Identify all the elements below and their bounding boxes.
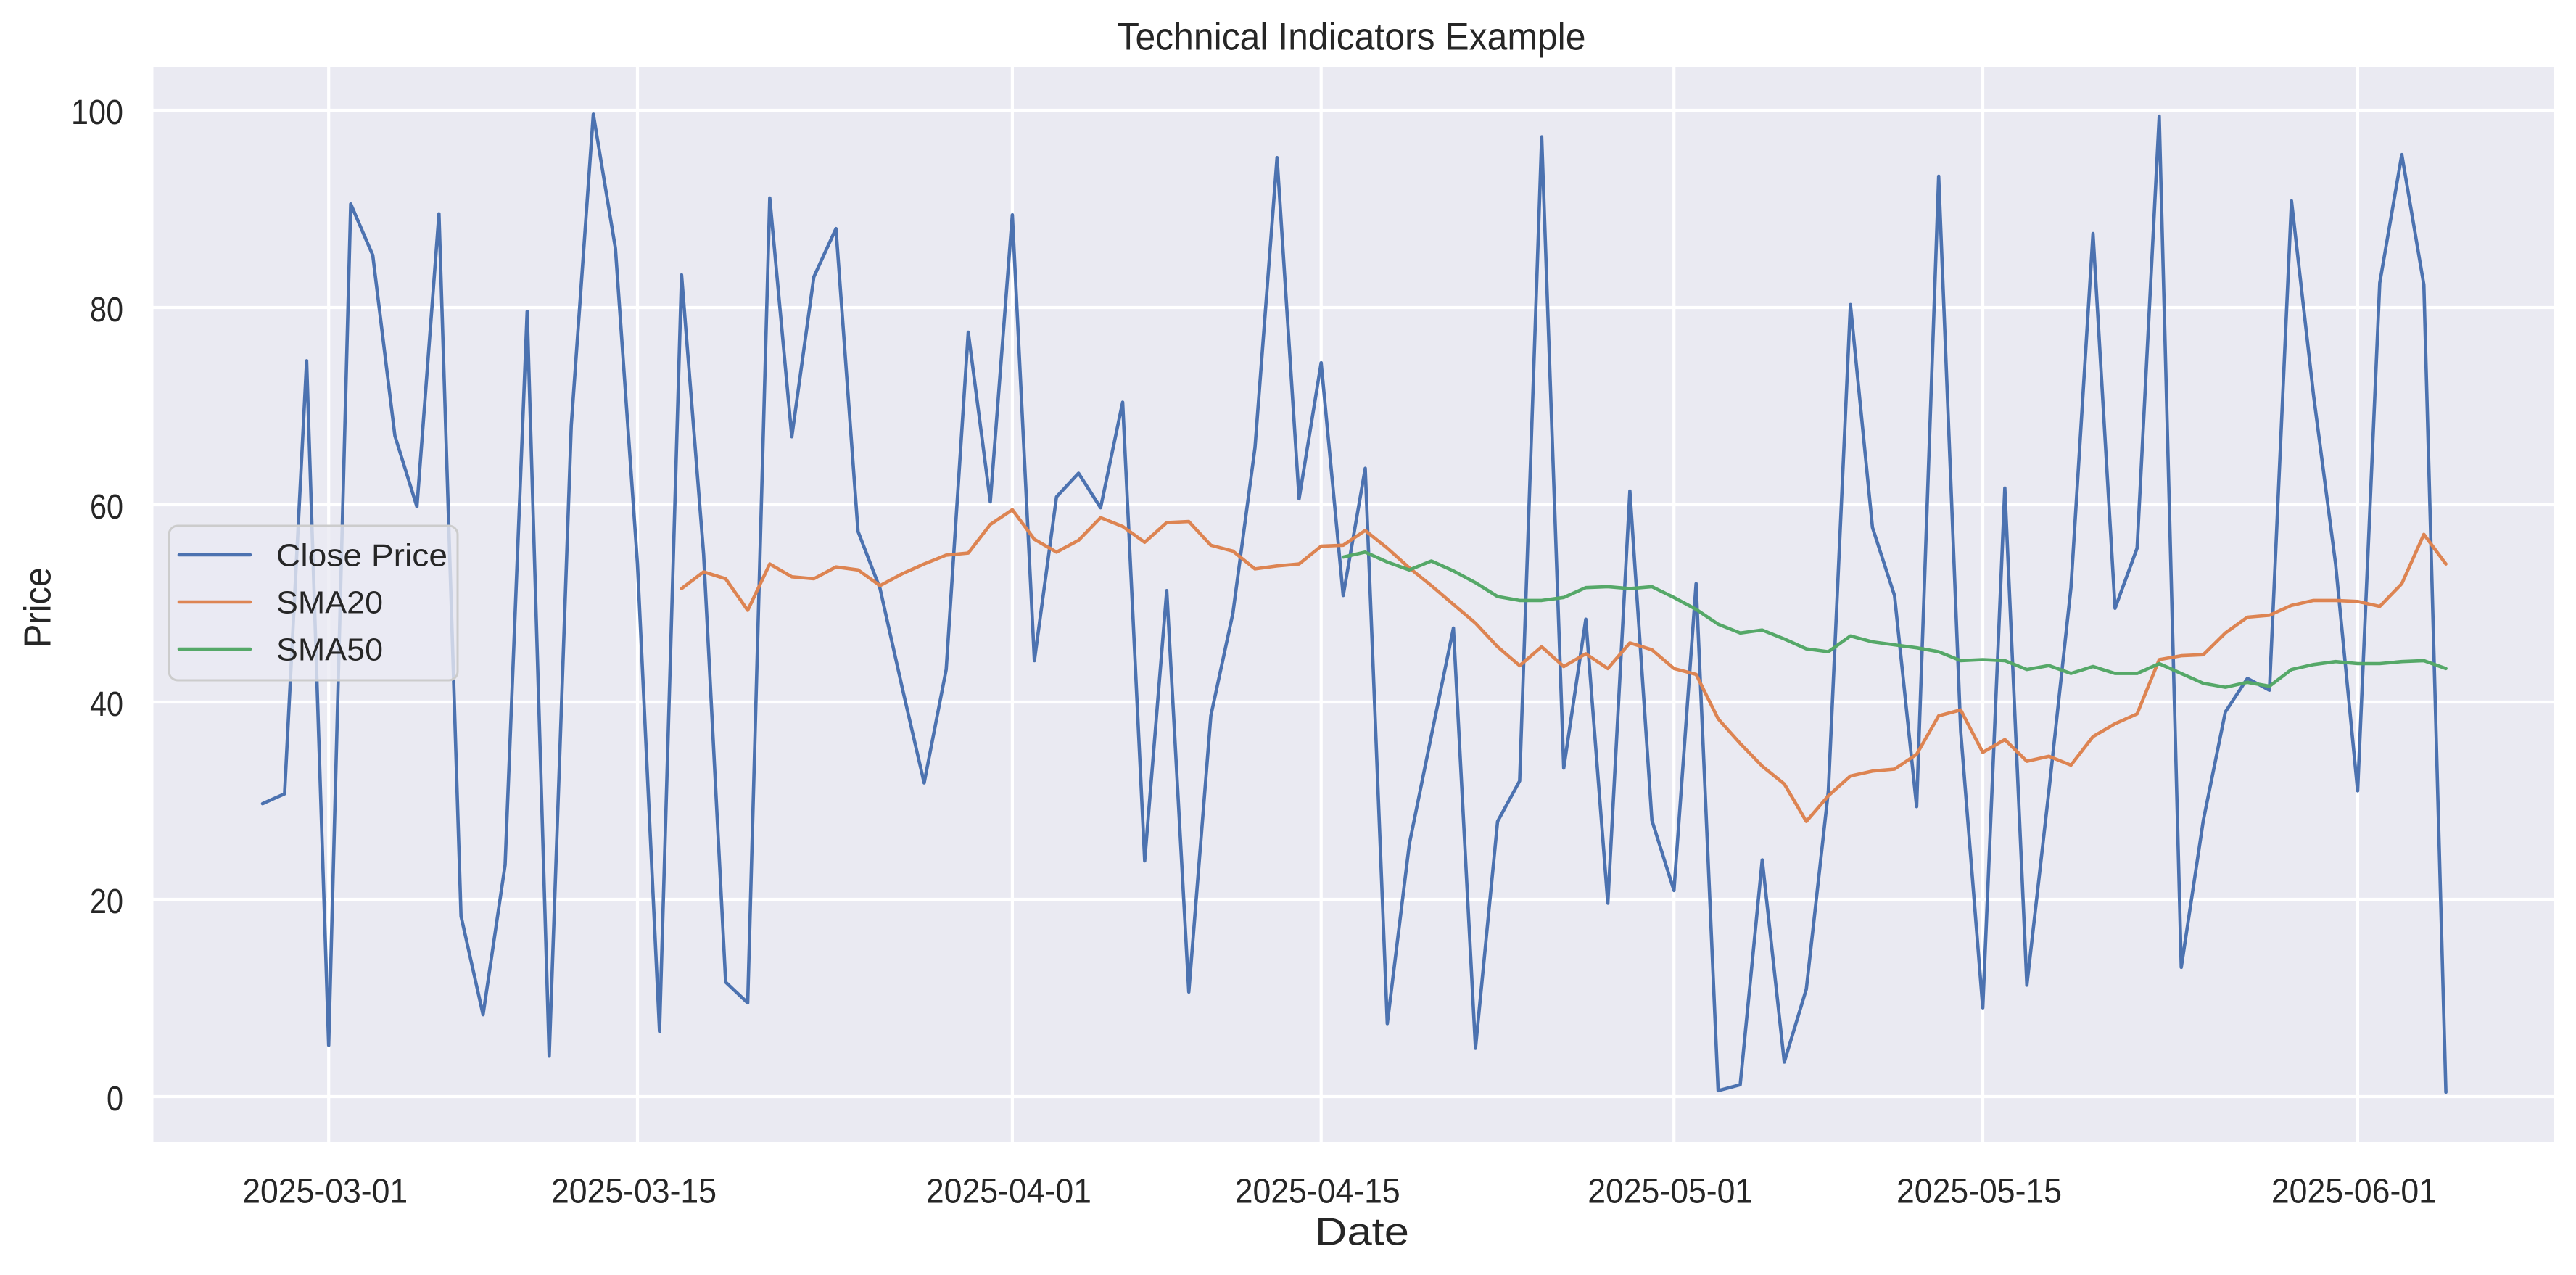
svg-text:2025-05-01: 2025-05-01 <box>1588 1173 1753 1211</box>
svg-text:2025-06-01: 2025-06-01 <box>2271 1173 2437 1211</box>
svg-text:2025-04-15: 2025-04-15 <box>1235 1173 1400 1211</box>
svg-text:2025-03-01: 2025-03-01 <box>242 1173 408 1211</box>
svg-text:40: 40 <box>90 685 123 724</box>
svg-text:SMA20: SMA20 <box>276 585 383 621</box>
svg-text:20: 20 <box>90 883 123 921</box>
svg-text:0: 0 <box>107 1080 123 1118</box>
svg-text:Date: Date <box>1315 1210 1409 1253</box>
svg-text:2025-04-01: 2025-04-01 <box>926 1173 1091 1211</box>
svg-text:Technical Indicators Example: Technical Indicators Example <box>1118 16 1586 59</box>
svg-text:2025-05-15: 2025-05-15 <box>1896 1173 2062 1211</box>
svg-text:Close Price: Close Price <box>276 538 447 574</box>
svg-text:100: 100 <box>71 94 123 132</box>
svg-text:Price: Price <box>17 567 59 648</box>
svg-text:2025-03-15: 2025-03-15 <box>551 1173 717 1211</box>
svg-text:60: 60 <box>90 488 123 527</box>
svg-text:SMA50: SMA50 <box>276 632 383 668</box>
svg-text:80: 80 <box>90 291 123 329</box>
